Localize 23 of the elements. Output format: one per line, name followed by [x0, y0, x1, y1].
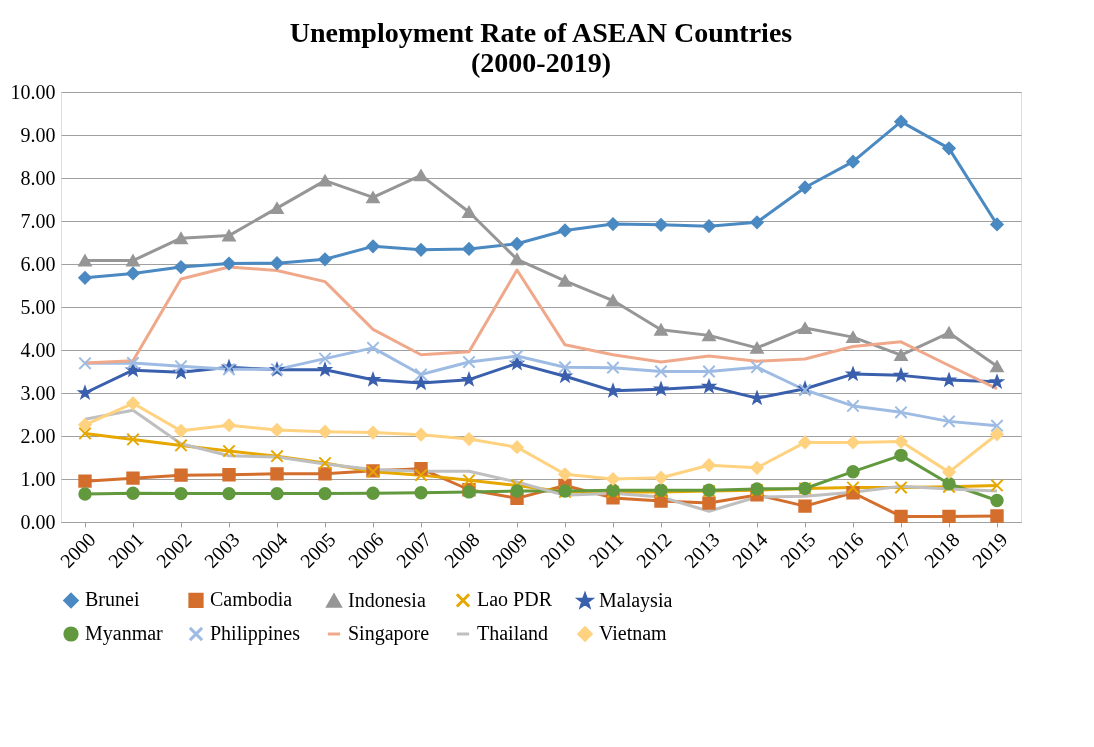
y-tick-label: 7.00	[20, 209, 56, 232]
legend-label: Lao PDR	[477, 588, 553, 611]
y-tick-label: 3.00	[20, 381, 56, 404]
y-tick-label: 10.00	[10, 80, 56, 103]
legend-label: Myanmar	[85, 622, 164, 645]
y-tick-label: 6.00	[20, 252, 56, 275]
chart-title: Unemployment Rate of ASEAN Countries (2000-2019)	[289, 17, 793, 78]
y-tick-label: 0.00	[20, 510, 56, 533]
legend-label: Indonesia	[348, 588, 426, 611]
legend-label: Philippines	[210, 622, 301, 645]
legend-label: Vietnam	[599, 622, 668, 644]
legend-label: Cambodia	[210, 588, 293, 611]
legend-label: Thailand	[477, 622, 549, 644]
legend-label: Singapore	[348, 622, 430, 645]
y-tick-label: 4.00	[20, 338, 56, 361]
y-tick-label: 8.00	[20, 166, 56, 189]
y-tick-label: 2.00	[20, 424, 56, 447]
y-tick-label: 1.00	[20, 467, 56, 490]
y-tick-label: 5.00	[20, 295, 56, 318]
x-tick-label: 2011	[584, 528, 628, 572]
y-tick-label: 9.00	[20, 123, 56, 146]
legend-label: Brunei	[85, 588, 140, 611]
legend-label: Malaysia	[599, 589, 673, 613]
